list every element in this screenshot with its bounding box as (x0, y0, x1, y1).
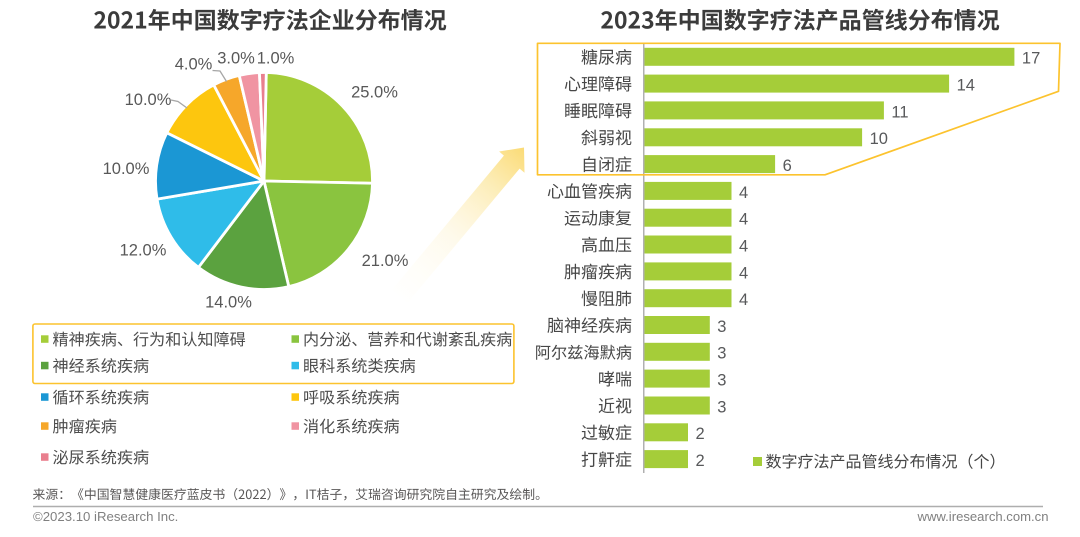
svg-text:14.0%: 14.0% (205, 293, 252, 311)
svg-text:4.0%: 4.0% (175, 55, 213, 73)
svg-text:2: 2 (696, 452, 705, 470)
svg-text:3: 3 (717, 372, 726, 390)
svg-text:14: 14 (957, 77, 975, 95)
svg-text:17: 17 (1022, 50, 1040, 68)
svg-text:6: 6 (783, 157, 792, 175)
svg-text:25.0%: 25.0% (351, 83, 398, 101)
svg-text:4: 4 (739, 211, 748, 229)
svg-text:3: 3 (717, 398, 726, 416)
svg-text:2: 2 (696, 425, 705, 443)
svg-text:©2023.10 iResearch Inc.: ©2023.10 iResearch Inc. (33, 509, 178, 524)
svg-text:11: 11 (891, 103, 908, 121)
svg-text:21.0%: 21.0% (362, 252, 409, 270)
svg-text:1.0%: 1.0% (257, 49, 295, 67)
svg-text:12.0%: 12.0% (120, 241, 167, 259)
svg-text:10: 10 (870, 130, 888, 148)
svg-text:4: 4 (739, 291, 748, 309)
svg-text:10.0%: 10.0% (125, 91, 172, 109)
svg-text:4: 4 (739, 264, 748, 282)
svg-text:4: 4 (739, 237, 748, 255)
svg-text:3.0%: 3.0% (217, 49, 255, 67)
svg-text:10.0%: 10.0% (103, 160, 150, 178)
svg-text:4: 4 (739, 184, 748, 202)
svg-text:www.iresearch.com.cn: www.iresearch.com.cn (917, 509, 1049, 524)
svg-text:3: 3 (717, 345, 726, 363)
svg-text:3: 3 (717, 318, 726, 336)
